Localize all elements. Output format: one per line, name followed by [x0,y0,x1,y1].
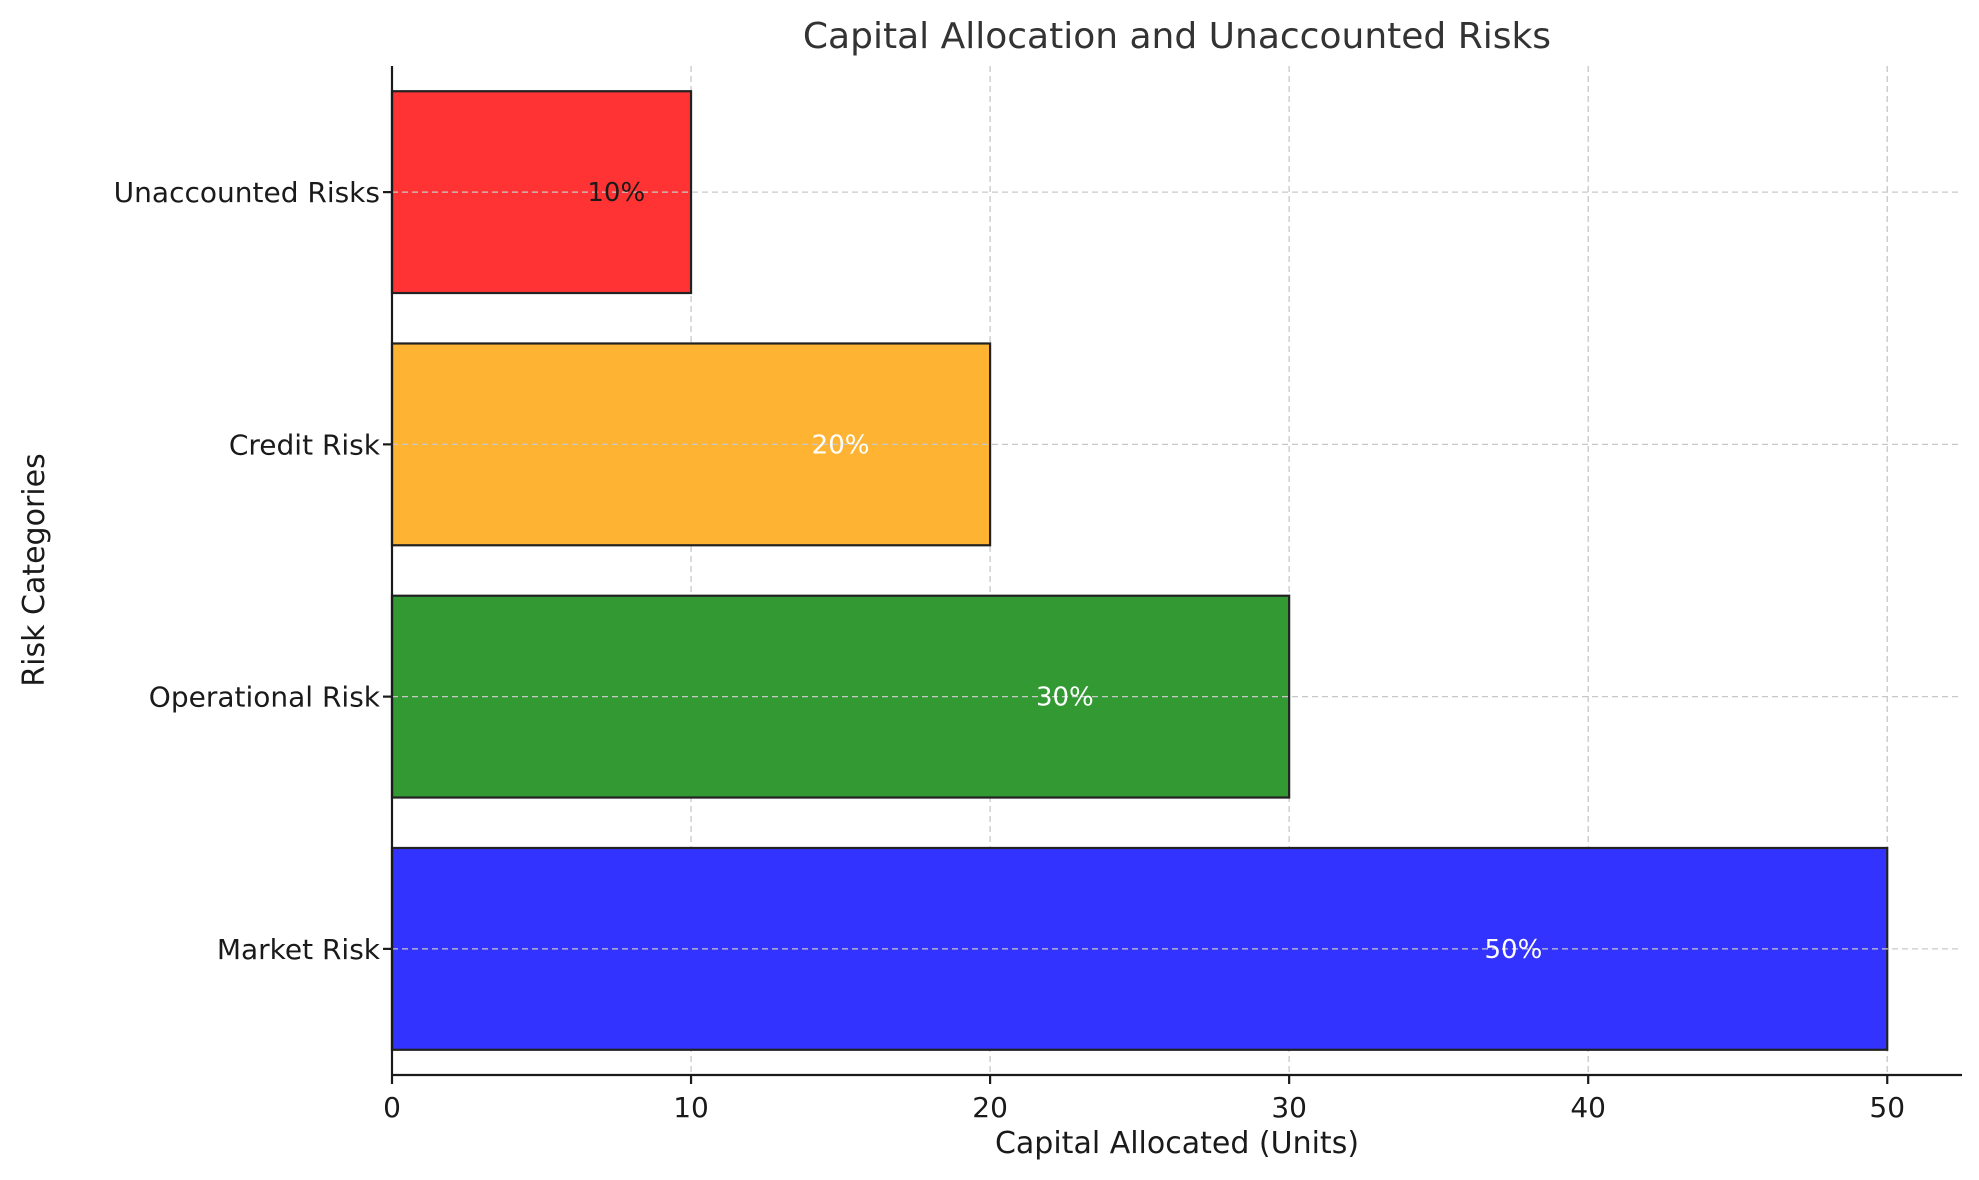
bar [390,90,693,295]
bar-value-label: 10% [587,178,645,208]
bar [390,342,992,547]
chart-title: Capital Allocation and Unaccounted Risks [803,16,1551,57]
x-tick-label: 10 [673,1091,709,1124]
bar [390,846,1889,1051]
y-tick-label: Market Risk [217,933,381,966]
x-tick-label: 30 [1271,1091,1307,1124]
horizontal-grid [392,191,1962,950]
data-labels: 50% 30% 20% 10% [587,178,1542,965]
x-axis-title: Capital Allocated (Units) [995,1126,1359,1161]
x-tick-label: 20 [972,1091,1008,1124]
bar-value-label: 30% [1036,683,1094,713]
y-tick-label: Unaccounted Risks [114,176,380,209]
bar [390,594,1291,799]
bar-value-label: 50% [1485,935,1543,965]
y-tick-label: Operational Risk [149,681,381,714]
x-tick-label: 40 [1570,1091,1606,1124]
y-ticks: Market Risk Operational Risk Credit Risk Un… [114,176,392,966]
x-tick-label: 0 [383,1091,401,1124]
x-ticks: 0 10 20 30 40 50 [383,1075,1905,1124]
bar-value-label: 20% [812,430,870,460]
y-tick-label: Credit Risk [229,428,381,461]
bars [390,90,1889,1051]
x-tick-label: 50 [1869,1091,1905,1124]
y-axis-title: Risk Categories [17,453,52,686]
